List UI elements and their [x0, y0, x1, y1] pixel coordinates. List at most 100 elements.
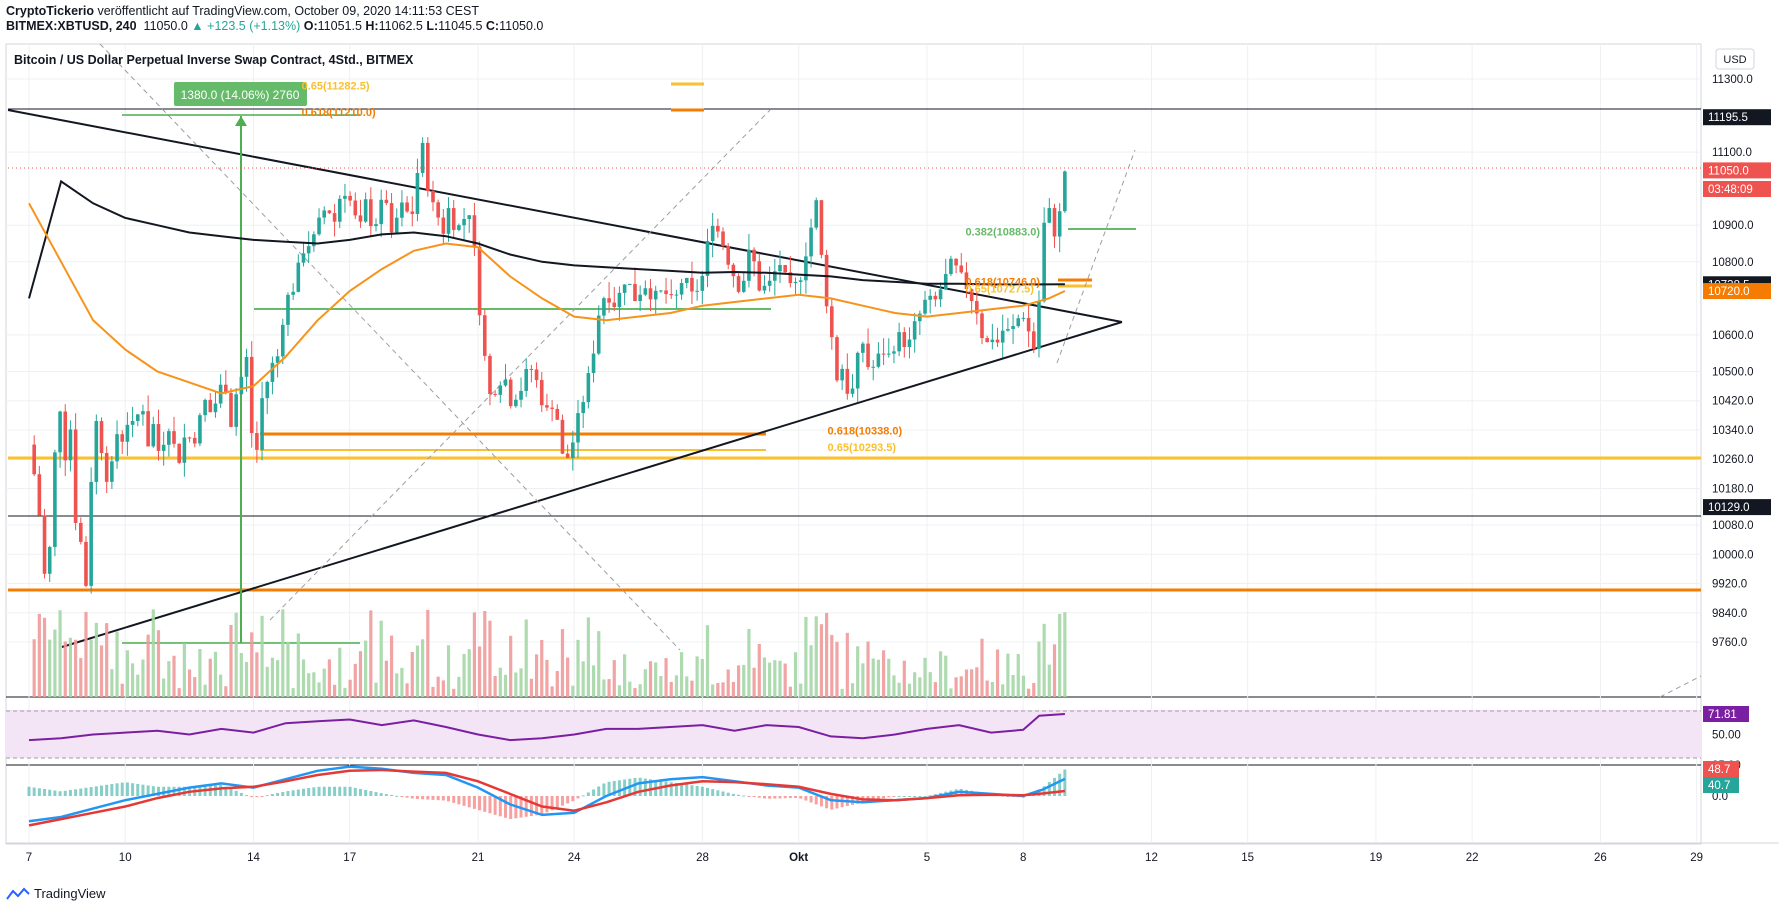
volume-bar [234, 612, 238, 697]
candle-body [721, 231, 725, 246]
macd-hist-bar [933, 794, 937, 796]
candle-body [767, 280, 772, 286]
macd-hist-bar [457, 796, 461, 805]
macd-hist-bar [32, 787, 36, 796]
volume-bar [1027, 688, 1031, 697]
time-axis[interactable]: 7 10 14 17 21 24 28 Okt 5 8 12 15 19 22 26 29 [26, 852, 1703, 864]
candle-body [306, 246, 311, 254]
price-axis[interactable]: 11300.0 11100.0 10900.0 10800.0 10600.0 10500… [1703, 74, 1771, 803]
macd-hist-bar [224, 786, 228, 796]
volume-bar [410, 652, 414, 697]
candle-body [871, 366, 876, 368]
macd-hist-bar [286, 791, 290, 796]
candle-body [343, 195, 347, 199]
macd-hist-bar [43, 788, 47, 796]
candle-body [327, 210, 332, 214]
candle-body [995, 339, 1000, 343]
candle-body [1021, 317, 1026, 319]
macd-hist-bar [250, 796, 254, 798]
candle-body [943, 274, 948, 290]
candle-body [53, 452, 57, 547]
candle-body [348, 195, 352, 201]
candle-body [591, 353, 596, 374]
volume-bar [524, 619, 528, 697]
volume-bar [317, 682, 321, 697]
candle-body [622, 284, 627, 293]
volume-bar [519, 668, 523, 697]
price-tick-label: 10800.0 [1712, 257, 1754, 269]
tradingview-logo-icon [6, 887, 30, 900]
candle-body [985, 338, 989, 343]
volume-bar [224, 686, 228, 697]
volume-bar [503, 674, 508, 697]
macd-hist-bar [245, 795, 249, 797]
volume-bar [985, 680, 989, 697]
macd-hist-bar [219, 784, 223, 796]
candle-body [835, 337, 839, 381]
time-tick-label: 12 [1145, 852, 1158, 864]
time-tick-label: 28 [696, 852, 709, 864]
macd-badge [1703, 761, 1739, 777]
volume-bars [32, 609, 1067, 697]
candle-body [809, 227, 813, 257]
candle-body [249, 356, 254, 434]
volume-bar [99, 645, 104, 697]
macd-hist-bar [478, 796, 482, 811]
volume-bar [783, 663, 787, 697]
candle-body [275, 356, 280, 363]
candle-body [778, 265, 782, 272]
volume-bar [1042, 623, 1046, 697]
price-badge [1703, 162, 1771, 179]
macd-badge-label: 40.7 [1708, 780, 1730, 792]
macd-hist-bar [643, 778, 647, 796]
candle-body [410, 211, 415, 214]
volume-bar [1011, 675, 1015, 697]
macd-hist-bar [452, 796, 456, 803]
candle-body [47, 546, 52, 574]
candle-body [1011, 326, 1015, 330]
candle-body [472, 215, 477, 247]
macd-hist-bar [358, 788, 362, 796]
volume-bar [566, 657, 570, 697]
volume-bar [1052, 644, 1057, 697]
dashed-diagonal-down [99, 43, 681, 651]
candle-body [576, 413, 580, 443]
volume-bar [944, 655, 948, 697]
currency-button[interactable]: USD [1715, 48, 1755, 70]
volume-bar [53, 629, 57, 697]
candle-body [462, 218, 466, 226]
price-tick-label: 10080.0 [1712, 520, 1754, 532]
fib-label: 0.65(10727.5) [965, 283, 1034, 295]
volume-bar [395, 673, 399, 697]
candle-body [679, 283, 684, 295]
macd-hist-bar [928, 795, 932, 797]
candle-body [415, 172, 420, 214]
macd-hist-bar [809, 796, 813, 803]
candle-body [229, 393, 233, 427]
volume-bar [301, 659, 306, 697]
candle-body [861, 343, 865, 353]
volume-bar [436, 676, 440, 697]
volume-bar [534, 654, 539, 697]
macd-hist-bar [762, 796, 766, 799]
footer-brand[interactable]: TradingView [6, 886, 106, 901]
candle-body [384, 199, 389, 204]
volume-bar [959, 676, 963, 697]
volume-bar [726, 669, 730, 697]
macd-hist-bar [1058, 773, 1062, 796]
macd-hist-bar [602, 783, 606, 796]
price-tick-label: 9760.0 [1712, 637, 1747, 649]
volume-bar [757, 644, 761, 697]
macd-hist-bar [291, 790, 295, 796]
volume-bar [498, 667, 502, 697]
candle-body [110, 461, 114, 482]
macd-hist-bar [53, 790, 57, 796]
macd-hist-bar [79, 788, 83, 796]
volume-bar [654, 662, 658, 697]
macd-badge-label: 48.7 [1708, 764, 1730, 776]
candle-body [923, 299, 927, 314]
price-badge [1703, 181, 1771, 197]
macd-hist-bar [560, 796, 564, 806]
volume-bar [571, 685, 575, 697]
